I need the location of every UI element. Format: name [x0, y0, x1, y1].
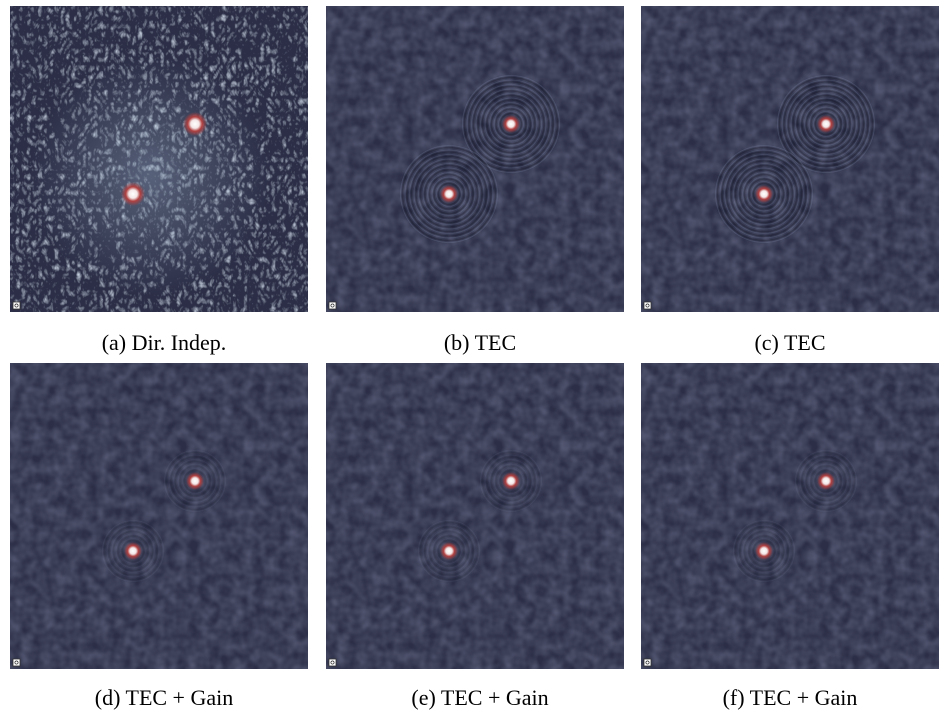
image-panel: [326, 6, 624, 312]
source: [502, 115, 520, 133]
caption: (d) TEC + Gain: [95, 685, 233, 710]
figure: (a) Dir. Indep. (b) TEC (c) TEC (d) TEC …: [0, 0, 944, 718]
image-panel: [10, 6, 308, 312]
panel-noise: [641, 363, 939, 669]
beam-box: [13, 659, 20, 666]
source: [121, 182, 145, 206]
beam-box: [644, 659, 651, 666]
caption: (e) TEC + Gain: [411, 685, 548, 710]
image-panel: [641, 6, 939, 312]
caption: (c) TEC: [754, 330, 825, 355]
image-panel: [10, 363, 308, 669]
beam-box: [329, 659, 336, 666]
beam-box: [13, 302, 20, 309]
source: [817, 115, 835, 133]
source: [440, 185, 458, 203]
source: [502, 472, 520, 490]
source: [124, 542, 142, 560]
source: [183, 112, 207, 136]
caption: (f) TEC + Gain: [723, 685, 858, 710]
caption: (b) TEC: [444, 330, 516, 355]
image-panel: [641, 363, 939, 669]
source: [440, 542, 458, 560]
source: [755, 185, 773, 203]
source: [186, 472, 204, 490]
panel-noise: [10, 363, 308, 669]
panel-noise: [326, 363, 624, 669]
source: [817, 472, 835, 490]
haze: [30, 56, 270, 296]
source: [755, 542, 773, 560]
image-panel: [326, 363, 624, 669]
beam-box: [644, 302, 651, 309]
caption: (a) Dir. Indep.: [102, 330, 227, 355]
beam-box: [329, 302, 336, 309]
